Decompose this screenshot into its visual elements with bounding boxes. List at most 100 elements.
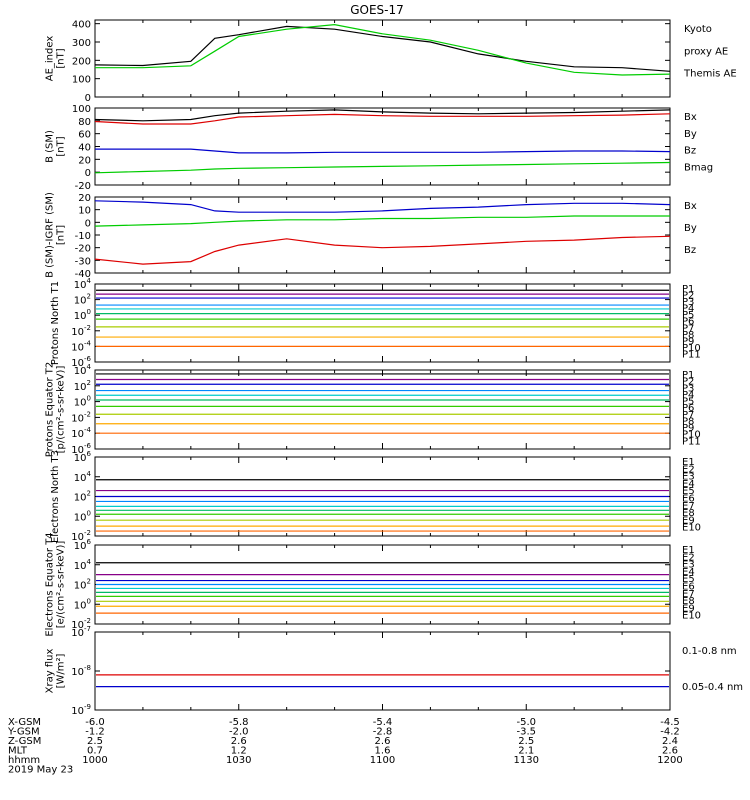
y-tick-label: 400 xyxy=(72,20,91,31)
x-axis-value: 1100 xyxy=(370,755,395,766)
y-tick-label: 60 xyxy=(78,130,91,141)
legend-entry: E10 xyxy=(682,611,701,622)
x-axis-value: -5.0 xyxy=(516,717,536,728)
y-tick-label: 10-9 xyxy=(71,703,91,717)
y-tick-label: 104 xyxy=(74,277,92,291)
series-kyoto-proxy-ae xyxy=(95,23,671,76)
legend-entry: E7 xyxy=(682,589,695,600)
series-themis-ae xyxy=(94,25,671,72)
legend-entry: Kyoto xyxy=(684,24,712,35)
legend-entry: P4 xyxy=(682,390,694,401)
x-axis-value: 1030 xyxy=(226,755,251,766)
y-tick-label: -10 xyxy=(75,231,91,242)
legend-entry: E4 xyxy=(682,567,695,578)
x-axis-value: 2.6 xyxy=(662,746,678,757)
legend-entry: P1 xyxy=(682,284,694,295)
y-tick-label: 104 xyxy=(74,363,92,377)
x-axis-value: 1.6 xyxy=(375,746,391,757)
legend-entry: E9 xyxy=(682,515,695,526)
y-tick-label: 10 xyxy=(78,206,91,217)
series-bx xyxy=(94,200,671,213)
y-axis-label: Electrons North T3 xyxy=(50,450,61,543)
legend-entry: P2 xyxy=(682,291,694,302)
x-axis-value: 2.6 xyxy=(375,736,391,747)
y-axis-label: [nT] xyxy=(56,48,67,68)
y-tick-label: 100 xyxy=(72,75,91,86)
x-axis-row-label: Y-GSM xyxy=(7,727,40,738)
panel-1: 0 100 200 300 400 AE_index [nT] Kyoto proxy AE Th… xyxy=(45,19,737,104)
y-tick-label: 100 xyxy=(74,308,91,322)
y-tick-label: 0 xyxy=(85,218,91,229)
y-tick-label: 0 xyxy=(85,93,91,104)
x-axis-value: 1.2 xyxy=(231,746,247,757)
x-axis-value: -2.8 xyxy=(373,727,393,738)
legend-entry: E6 xyxy=(682,494,695,505)
y-tick-label: 20 xyxy=(78,193,91,204)
y-tick-label: -40 xyxy=(75,269,91,280)
legend-entry: E1 xyxy=(682,545,695,556)
panel-frame xyxy=(94,369,671,450)
y-tick-label: -20 xyxy=(75,244,91,255)
x-axis-value: 2.5 xyxy=(87,736,103,747)
y-axis-label: Protons Equator T2 xyxy=(45,362,56,458)
y-tick-label: 10-4 xyxy=(71,426,91,440)
y-axis-label: [W/m²] xyxy=(56,653,67,688)
y-axis-label: B (SM) xyxy=(45,130,56,163)
legend-entry: E7 xyxy=(682,501,695,512)
panel-8: 10-9 10-8 10-7 Xray flux [W/m²] 0.1-0.8 nm 0.0… xyxy=(45,625,744,717)
series-bz xyxy=(94,113,671,125)
series-bz xyxy=(94,235,671,265)
legend-entry: P11 xyxy=(682,436,701,447)
y-tick-label: 300 xyxy=(72,38,91,49)
legend-entry: By xyxy=(684,223,697,234)
legend-entry: P3 xyxy=(682,297,694,308)
legend-entry: P9 xyxy=(682,336,694,347)
legend-entry: P8 xyxy=(682,330,694,341)
legend-entry: E3 xyxy=(682,560,695,571)
legend-entry: E2 xyxy=(682,552,695,563)
x-axis-date: 2019 May 23 xyxy=(8,765,73,776)
legend-entry: Themis AE xyxy=(683,69,737,80)
legend-entry: E5 xyxy=(682,574,695,585)
x-axis-value: 1130 xyxy=(514,755,539,766)
legend-entry: E8 xyxy=(682,508,695,519)
x-axis-value: 2.6 xyxy=(231,736,247,747)
y-tick-label: 102 xyxy=(74,578,91,592)
y-axis-label: Protons North T1 xyxy=(50,281,61,365)
x-axis-row-label: Z-GSM xyxy=(8,736,41,747)
legend-entry: P6 xyxy=(682,403,694,414)
legend-entry: P4 xyxy=(682,304,694,315)
y-tick-label: -30 xyxy=(75,256,91,267)
x-axis-value: -3.5 xyxy=(516,727,536,738)
y-axis-label: [nT] xyxy=(56,136,67,156)
legend-entry: P7 xyxy=(682,410,694,421)
y-tick-label: 102 xyxy=(74,293,91,307)
legend-entry: P10 xyxy=(682,430,701,441)
legend-entry: E8 xyxy=(682,596,695,607)
y-axis-label: Electrons Equator T4 xyxy=(45,532,56,636)
y-axis-label: [e/(cm²-s-sr-keV)] xyxy=(56,541,67,629)
x-axis-value: 2.5 xyxy=(518,736,534,747)
y-tick-label: 0 xyxy=(85,168,91,179)
legend-entry: Bz xyxy=(684,245,696,256)
x-axis-row-label: X-GSM xyxy=(8,717,41,728)
legend-entry: P1 xyxy=(682,370,694,381)
legend-entry: P3 xyxy=(682,383,694,394)
x-axis-value: 1200 xyxy=(657,755,682,766)
y-tick-label: -20 xyxy=(75,181,91,192)
legend-entry: E1 xyxy=(682,457,695,468)
y-tick-label: 20 xyxy=(78,155,91,166)
series-by xyxy=(94,161,671,174)
x-axis-value: -2.0 xyxy=(229,727,249,738)
x-axis-value: -5.4 xyxy=(373,717,393,728)
y-tick-label: 104 xyxy=(74,558,92,572)
legend-entry: E9 xyxy=(682,603,695,614)
y-tick-label: 10-7 xyxy=(71,625,91,639)
y-tick-label: 100 xyxy=(74,395,91,409)
